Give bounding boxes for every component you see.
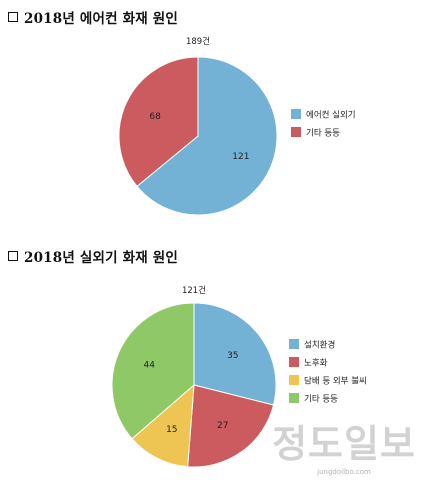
chart1-slice-0 xyxy=(136,56,278,216)
chart1-legend-swatch-0 xyxy=(291,109,301,119)
chart2-legend-label-2: 담배 등 외부 불씨 xyxy=(304,376,367,387)
chart2-legend-swatch-1 xyxy=(289,357,299,367)
watermark-url: jungdoilbo.com xyxy=(317,468,371,476)
chart2-slice-3 xyxy=(111,302,195,440)
chart2-legend-label-1: 노후화 xyxy=(304,359,328,369)
chart2-slice-label-3: 44 xyxy=(143,361,155,371)
chart2-title-row: 2018년 실외기 화재 원인 xyxy=(8,246,178,266)
chart2-slice-label-2: 15 xyxy=(166,425,177,435)
chart1-slice-label-0: 121 xyxy=(232,152,249,162)
checkbox-icon xyxy=(8,12,18,22)
chart2-legend-label-0: 설치환경 xyxy=(304,340,335,351)
watermark-logo: 정도일보 xyxy=(272,422,416,466)
chart1-legend-label-0: 에어컨 실외기 xyxy=(306,110,356,121)
chart1-total-label: 189건 xyxy=(186,36,210,47)
chart2-legend-swatch-3 xyxy=(289,393,299,403)
chart1-legend-swatch-1 xyxy=(291,127,301,137)
chart1-slice-1 xyxy=(118,56,199,187)
chart1-title: 2018년 에어컨 화재 원인 xyxy=(24,11,179,27)
chart2-slice-0 xyxy=(193,302,277,406)
chart2-total-label: 121건 xyxy=(182,285,206,296)
chart2-slice-2 xyxy=(131,383,195,468)
chart2-slice-label-1: 27 xyxy=(217,421,228,431)
chart2-legend-swatch-2 xyxy=(289,375,299,385)
chart2-legend-label-3: 기타 등등 xyxy=(304,395,338,405)
chart2-title: 2018년 실외기 화재 원인 xyxy=(24,250,179,266)
chart1-title-row: 2018년 에어컨 화재 원인 xyxy=(8,7,178,27)
chart1-slice-label-1: 68 xyxy=(149,112,161,122)
chart2-slice-1 xyxy=(187,384,275,468)
checkbox-icon xyxy=(8,251,18,261)
chart1-legend-label-1: 기타 등등 xyxy=(306,129,340,139)
chart2-slice-label-0: 35 xyxy=(227,351,238,361)
chart2-legend-swatch-0 xyxy=(289,339,299,349)
